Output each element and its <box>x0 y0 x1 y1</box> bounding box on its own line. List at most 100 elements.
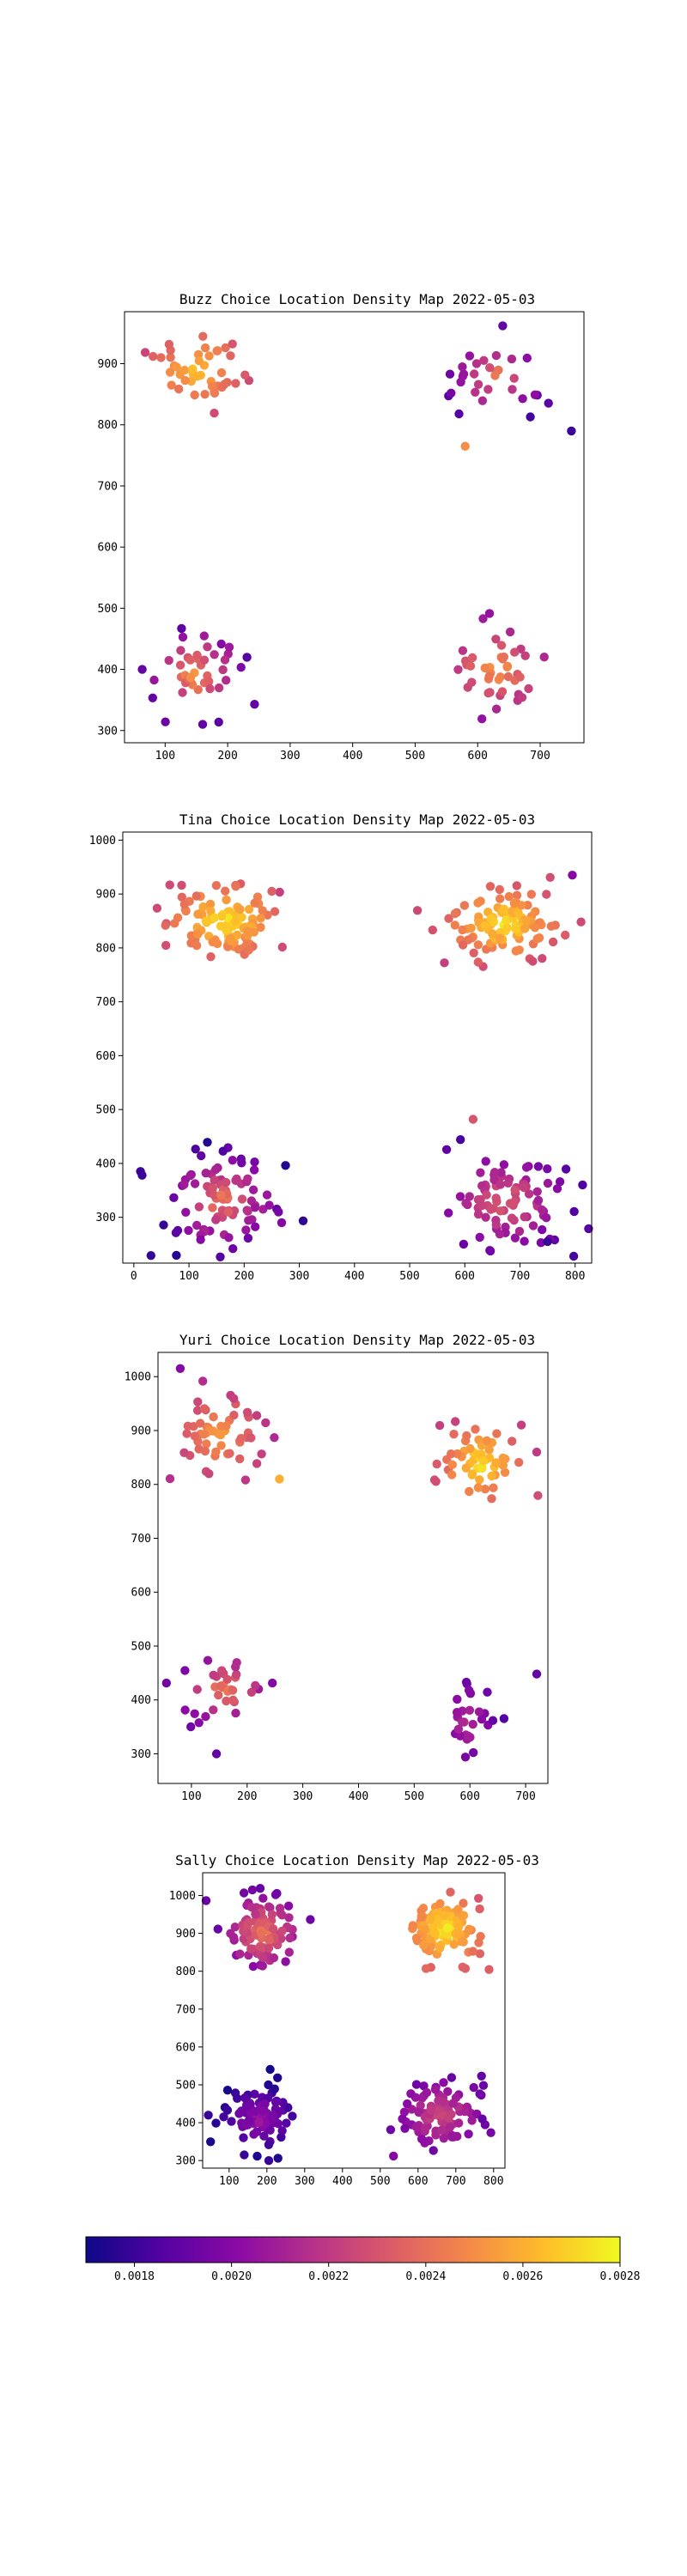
scatter-point <box>520 924 530 933</box>
scatter-point <box>190 1179 200 1188</box>
scatter-point <box>428 925 437 935</box>
x-tick-label: 500 <box>404 1790 424 1803</box>
scatter-point <box>537 1205 547 1215</box>
scatter-point <box>264 1200 274 1210</box>
scatter-point <box>222 2086 233 2095</box>
scatter-point <box>277 1911 287 1920</box>
y-tick-label: 500 <box>98 603 118 616</box>
scatter-point <box>211 881 222 890</box>
x-tick-label: 200 <box>257 2175 277 2188</box>
scatter-point <box>200 1446 210 1456</box>
scatter-point <box>261 1418 271 1428</box>
x-tick-label: 200 <box>234 1270 254 1283</box>
scatter-point <box>243 2100 252 2111</box>
scatter-point <box>264 2156 274 2166</box>
scatter-point <box>491 1194 501 1203</box>
x-tick-label: 600 <box>468 750 488 762</box>
scatter-point <box>216 1190 226 1200</box>
scatter-point <box>246 1944 256 1953</box>
scatter-point <box>520 1212 529 1222</box>
scatter-point <box>230 1923 240 1932</box>
scatter-point <box>489 1175 499 1185</box>
scatter-point <box>182 1429 192 1438</box>
scatter-point <box>483 385 493 394</box>
scatter-point <box>458 925 467 935</box>
scatter-point <box>258 906 267 915</box>
scatter-point <box>178 688 187 697</box>
scatter-point <box>448 2099 458 2108</box>
scatter-point <box>192 1220 202 1230</box>
scatter-point <box>271 2097 281 2107</box>
scatter-point <box>196 1419 205 1428</box>
scatter-point <box>464 2129 473 2139</box>
y-tick-label: 300 <box>131 1748 151 1761</box>
scatter-point <box>260 2099 270 2109</box>
scatter-point <box>281 1161 290 1170</box>
scatter-point <box>514 1226 525 1236</box>
scatter-point <box>498 321 508 331</box>
y-tick-label: 500 <box>176 2079 196 2092</box>
x-tick-label: 300 <box>293 1790 313 1803</box>
scatter-point <box>539 653 549 662</box>
scatter-point <box>543 1164 552 1174</box>
scatter-point <box>250 2089 259 2099</box>
scatter-point <box>447 2110 456 2119</box>
x-tick-label: 700 <box>510 1270 530 1283</box>
scatter-point <box>455 1192 465 1201</box>
scatter-point <box>228 1686 238 1695</box>
scatter-point <box>412 906 423 915</box>
scatter-point <box>421 1964 431 1973</box>
scatter-point <box>231 1708 240 1718</box>
y-tick-label: 300 <box>98 725 118 738</box>
scatter-point <box>442 1923 453 1933</box>
y-tick-label: 900 <box>96 889 116 902</box>
scatter-point <box>222 1674 232 1685</box>
scatter-point <box>161 1678 171 1688</box>
scatter-point <box>468 1719 477 1729</box>
scatter-point <box>465 1733 475 1742</box>
scatter-point <box>495 933 505 944</box>
scatter-point <box>193 1397 203 1406</box>
x-tick-label: 400 <box>343 750 362 762</box>
scatter-point <box>520 1236 529 1246</box>
scatter-point <box>440 958 449 968</box>
scatter-point <box>227 936 236 946</box>
scatter-point <box>509 374 519 383</box>
x-tick-label: 400 <box>349 1790 368 1803</box>
scatter-point <box>208 1203 217 1212</box>
scatter-point <box>211 1749 222 1759</box>
scatter-point <box>453 1694 462 1704</box>
scatter-point <box>503 1178 513 1188</box>
scatter-point <box>165 1473 175 1484</box>
scatter-point <box>233 2093 242 2103</box>
scatter-point <box>209 1670 218 1680</box>
scatter-point <box>516 1420 526 1430</box>
scatter-point <box>190 390 199 400</box>
scatter-point <box>198 902 208 912</box>
scatter-point <box>481 1212 490 1222</box>
y-tick-label: 700 <box>176 2003 196 2016</box>
scatter-point <box>465 661 476 671</box>
scatter-point <box>496 1168 506 1177</box>
scatter-point <box>179 1448 189 1458</box>
scatter-point <box>226 351 235 361</box>
scatter-point <box>429 2146 438 2155</box>
scatter-point <box>201 916 210 927</box>
scatter-point <box>508 1437 517 1446</box>
scatter-point <box>184 1225 193 1236</box>
scatter-point <box>416 2134 427 2144</box>
scatter-point <box>544 398 553 408</box>
scatter-point <box>526 890 536 899</box>
scatter-point <box>449 1940 459 1949</box>
scatter-point <box>444 914 453 923</box>
scatter-point <box>193 909 203 919</box>
scatter-point <box>430 2085 441 2094</box>
scatter-point <box>218 1146 228 1156</box>
scatter-point <box>465 1689 476 1698</box>
scatter-point <box>524 1189 534 1199</box>
scatter-point <box>156 353 166 362</box>
scatter-point <box>267 886 277 896</box>
scatter-point <box>389 2151 398 2161</box>
scatter-point <box>465 1192 474 1201</box>
scatter-point <box>533 1162 544 1171</box>
